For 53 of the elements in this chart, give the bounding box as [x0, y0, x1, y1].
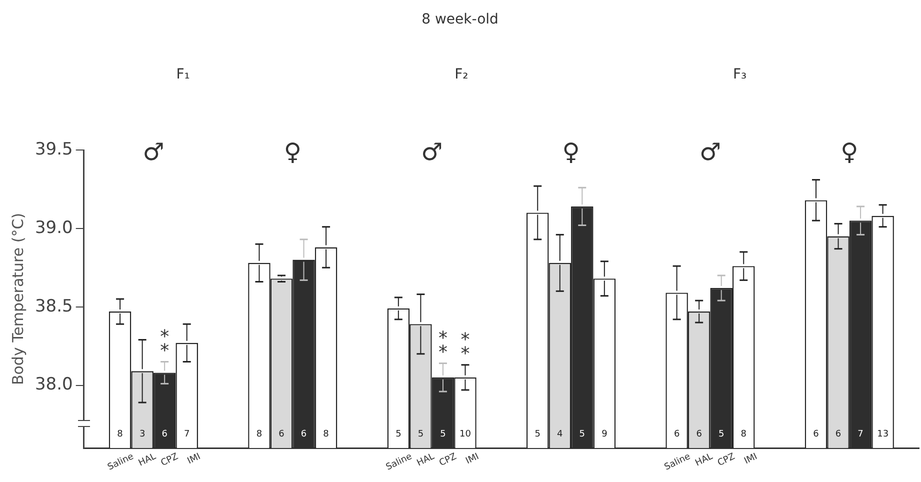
annotation: 3: [139, 429, 146, 440]
text: HAL: [416, 452, 436, 469]
text: IMI: [742, 452, 760, 467]
y-axis-title: Body Temperature (°C): [8, 212, 27, 386]
annotation: 7: [858, 429, 864, 440]
text: CPZ: [716, 452, 737, 469]
annotation: 6: [835, 429, 842, 440]
text: CPZ: [160, 452, 180, 469]
annotation: 8: [256, 429, 262, 440]
annotation: 6: [813, 429, 820, 440]
annotation: 5: [534, 429, 540, 440]
series-label: Saline: [384, 452, 414, 473]
annotation: 6: [674, 429, 680, 440]
text: HAL: [694, 452, 714, 469]
text: F₃: [732, 66, 747, 83]
y-tick-label: 38.0: [34, 374, 73, 395]
text: F₂: [454, 66, 468, 83]
y-tick-label: 39.0: [34, 218, 73, 238]
chart-title: 8 week-old: [422, 12, 498, 28]
annotation: 6: [278, 429, 285, 440]
annotation: 5: [440, 429, 446, 440]
text: Saline: [106, 452, 136, 473]
annotation: 10: [460, 429, 472, 440]
annotation: 8: [323, 429, 330, 440]
annotation: 9: [602, 429, 608, 440]
annotation: **: [438, 328, 448, 363]
annotation: 4: [557, 429, 564, 440]
annotation: 6: [162, 429, 168, 440]
text: F₁: [176, 66, 190, 83]
x-tick-label: ♂: [142, 138, 164, 166]
annotation: 8: [740, 429, 747, 440]
series-label: CPZ: [438, 452, 458, 469]
text: IMI: [464, 452, 481, 467]
annotation: 5: [579, 429, 586, 440]
annotation: 8: [117, 429, 124, 440]
series-label: HAL: [137, 452, 158, 469]
annotation: 6: [696, 429, 702, 440]
x-tick-label: ♀: [562, 138, 580, 166]
annotation: **: [160, 326, 170, 362]
x-tick-label: ♀: [840, 138, 858, 166]
annotation: 7: [184, 429, 190, 440]
annotation: 5: [418, 429, 424, 440]
annotation: **: [460, 330, 470, 365]
y-tick-label: 38.5: [34, 296, 73, 316]
x-tick-label: ♂: [699, 138, 721, 166]
x-tick-label: ♀: [284, 138, 302, 166]
annotation: 5: [396, 429, 402, 440]
series-label: IMI: [186, 452, 202, 467]
x-tick-label: ♂: [421, 138, 443, 166]
annotation: 6: [300, 429, 307, 440]
annotation: 5: [718, 429, 724, 440]
y-tick-label: 39.5: [34, 139, 73, 160]
annotation: 13: [877, 429, 889, 440]
